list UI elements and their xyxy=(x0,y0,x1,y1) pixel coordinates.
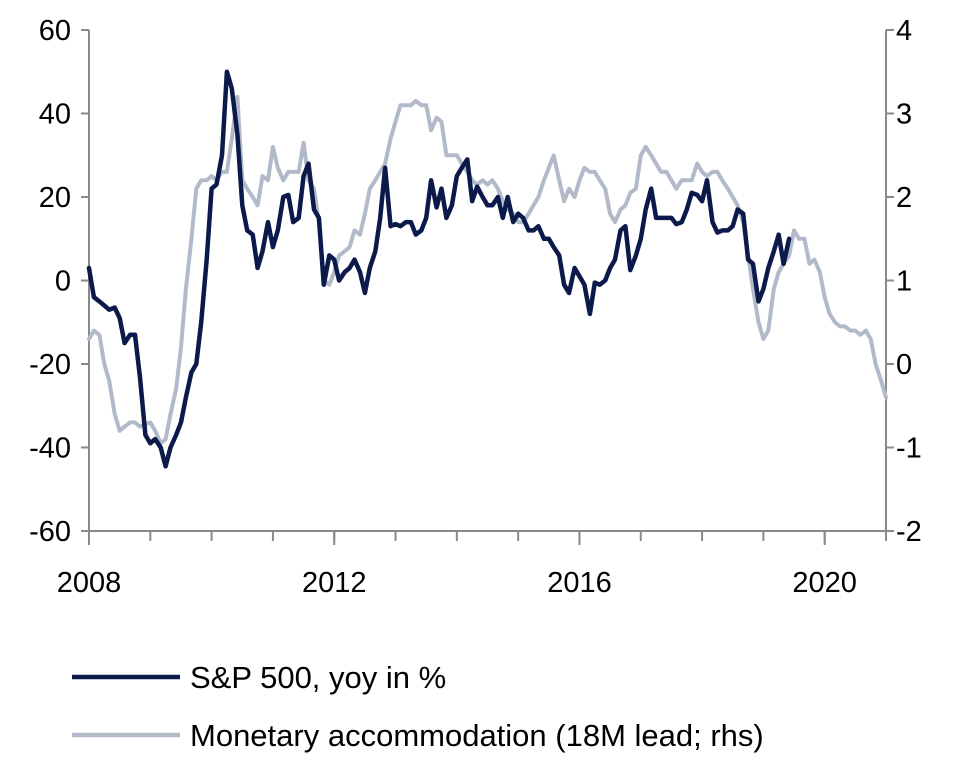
legend-label-2: Monetary accommodation (18M lead; rhs) xyxy=(190,718,764,753)
legend-label-1: S&P 500, yoy in % xyxy=(190,660,446,695)
y-tick-label: 0 xyxy=(55,266,71,298)
y2-tick-label: 1 xyxy=(896,266,912,298)
y2-tick-label: 4 xyxy=(896,15,912,47)
y-tick-label: -60 xyxy=(29,516,71,548)
axes: 60 40 20 0 -20 -40 -60 4 3 2 1 0 -1 -2 2008 2012 2016 202… xyxy=(29,15,922,599)
sp500-yoy-line xyxy=(86,69,792,469)
y-tick-label: 20 xyxy=(39,182,71,214)
y-tick-label: 60 xyxy=(39,15,71,47)
x-tick-label: 2016 xyxy=(547,567,612,599)
x-tick-label: 2012 xyxy=(302,567,367,599)
y2-tick-label: 0 xyxy=(896,349,912,381)
legend: S&P 500, yoy in % Monetary accommodation … xyxy=(72,660,764,753)
y-tick-label: -40 xyxy=(29,433,71,465)
series-layer xyxy=(86,69,888,469)
x-tick-label: 2008 xyxy=(57,567,122,599)
y-tick-label: 40 xyxy=(39,99,71,131)
y2-tick-label: 3 xyxy=(896,99,912,131)
y2-tick-label: -2 xyxy=(896,516,922,548)
x-tick-label: 2020 xyxy=(792,567,857,599)
y2-tick-label: 2 xyxy=(896,182,912,214)
monetary-accommodation-line xyxy=(87,94,888,446)
y2-tick-label: -1 xyxy=(896,433,922,465)
y-tick-label: -20 xyxy=(29,349,71,381)
